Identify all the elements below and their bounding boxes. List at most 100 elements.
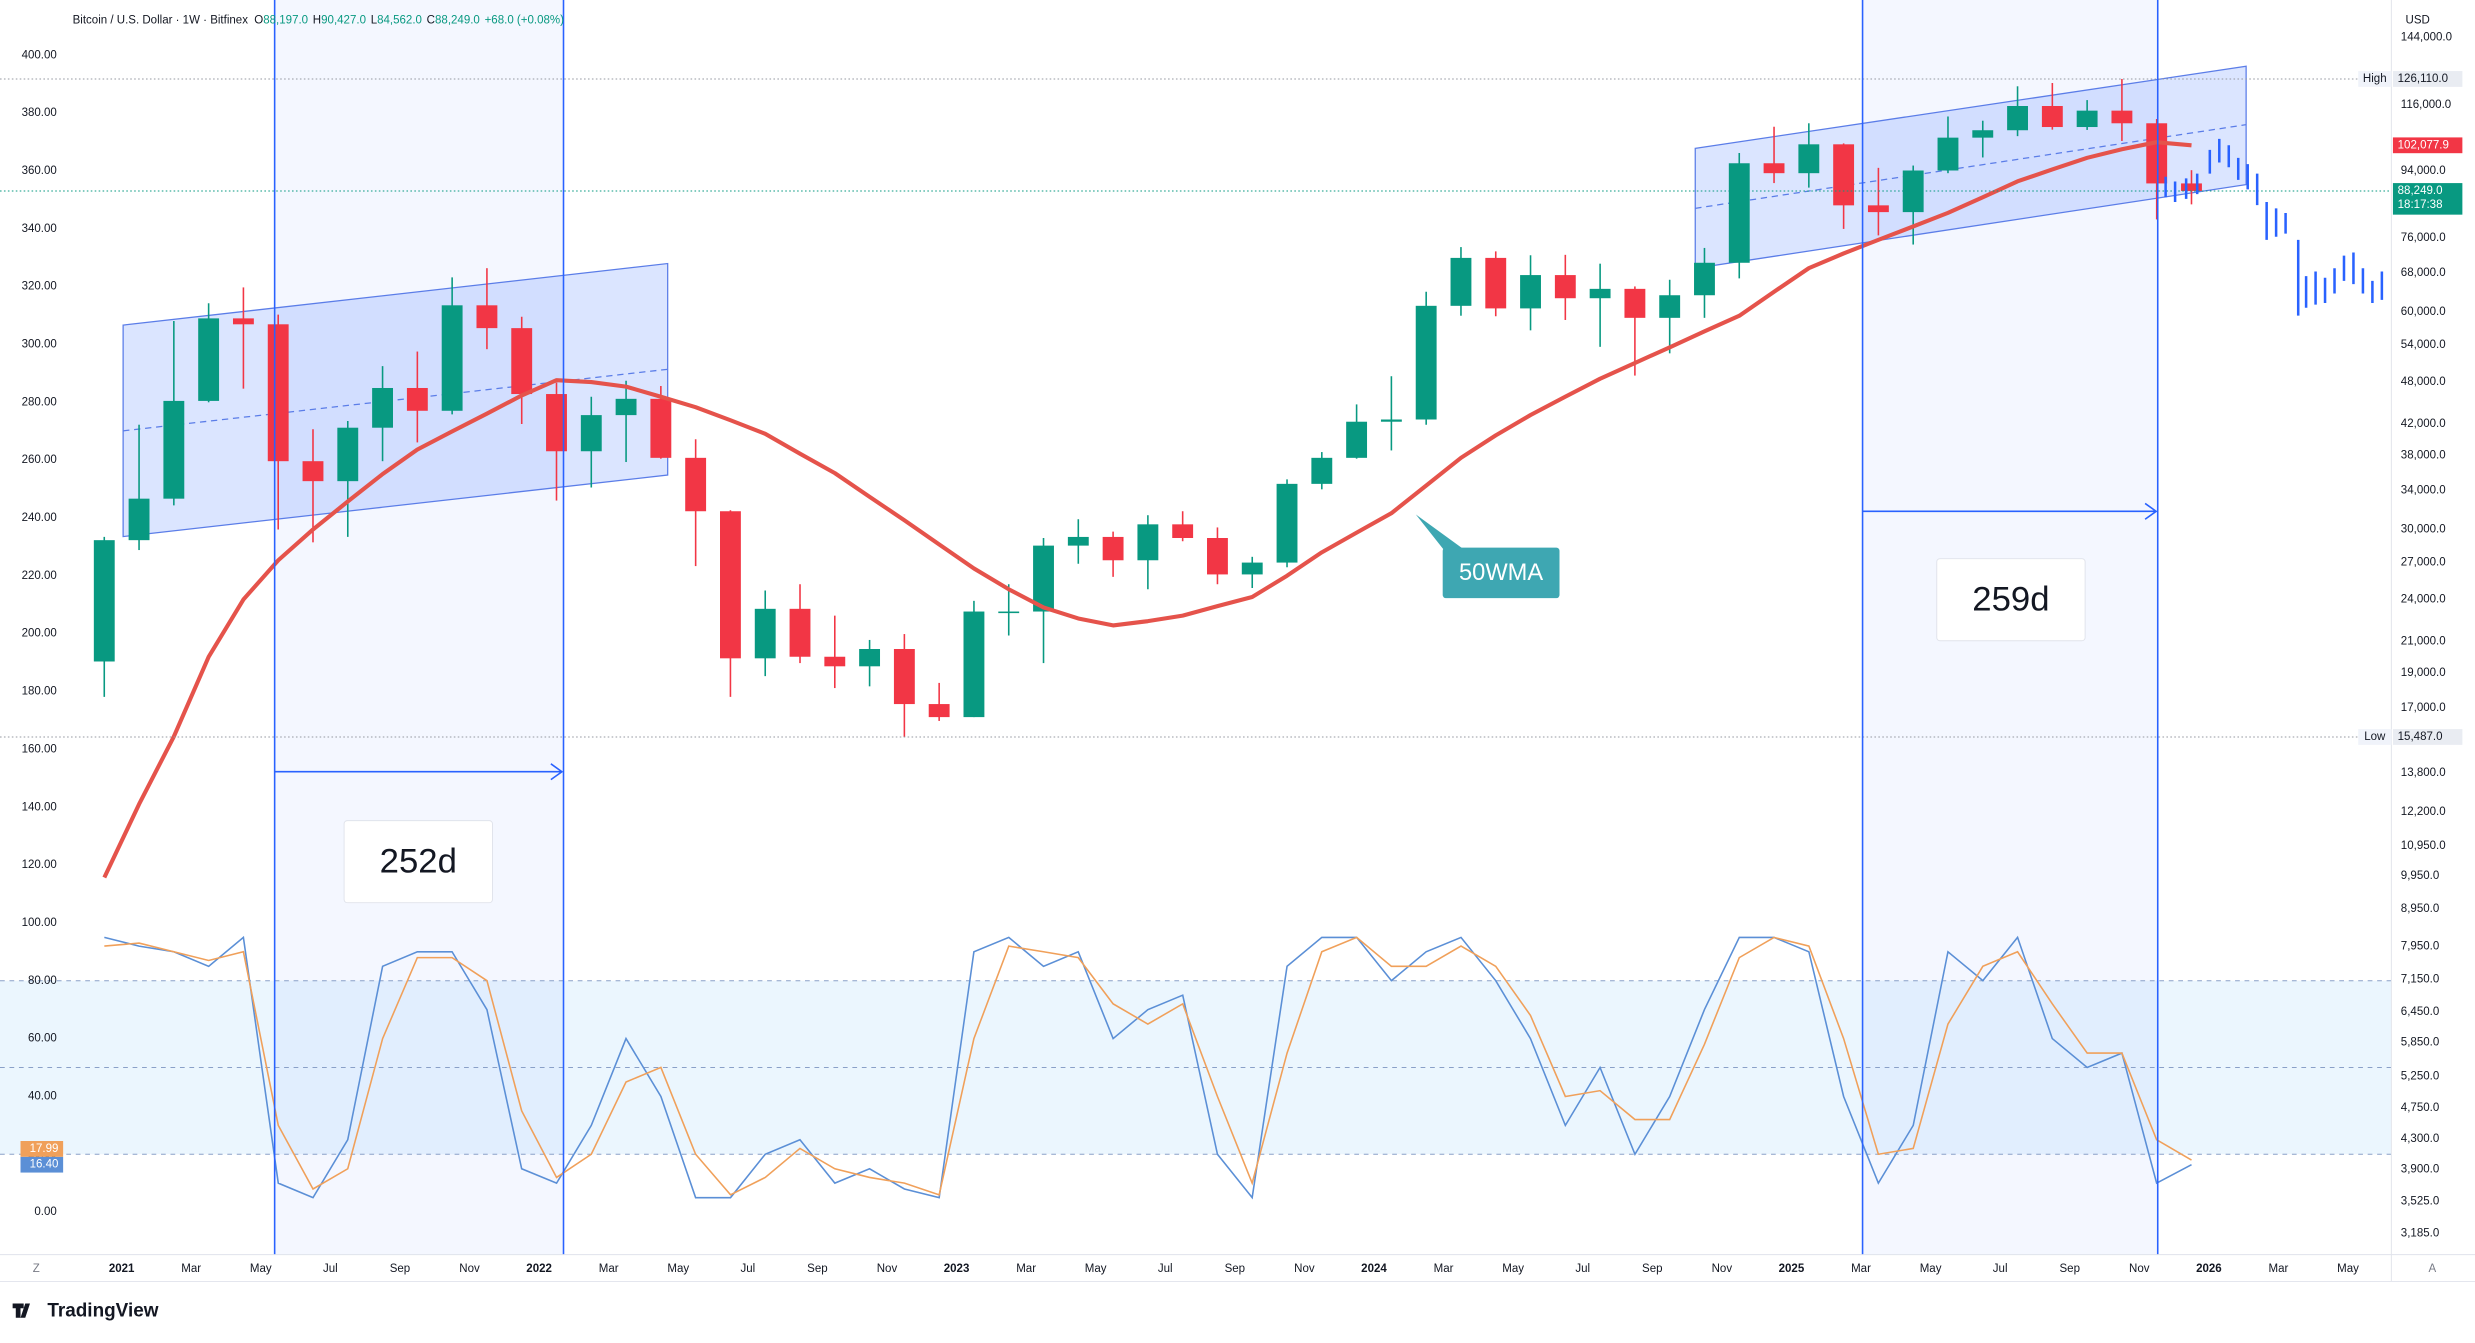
candle-body — [1728, 163, 1750, 263]
y-tick-label: 144,000.0 — [2401, 31, 2452, 43]
candle-body — [1172, 524, 1194, 539]
y-tick-label: 27,000.0 — [2401, 557, 2446, 569]
annotation-box: 259d — [1936, 558, 2086, 642]
ohlc-key: L — [371, 15, 378, 27]
x-tick-label: Sep — [1225, 1263, 1246, 1275]
x-tick-label: Sep — [1642, 1263, 1663, 1275]
y-tick-label: 60,000.0 — [2401, 306, 2446, 318]
candle-body — [232, 318, 254, 325]
ohlc-key: H — [313, 15, 321, 27]
y2-tick-label: 220.00 — [22, 570, 57, 582]
x-tick-label: Mar — [1851, 1263, 1871, 1275]
candle-body — [1554, 275, 1576, 299]
candle-body — [1694, 262, 1715, 296]
y2-tick-label: 300.00 — [22, 339, 57, 351]
y2-tick-label: 120.00 — [22, 859, 57, 871]
callout-label: 50WMA — [1459, 560, 1543, 586]
ohlc-value: 90,427.0 — [321, 15, 366, 27]
candle-body — [1589, 288, 1611, 299]
y2-tick-label: 260.00 — [22, 454, 57, 466]
y-tick-label: 5,250.0 — [2401, 1070, 2439, 1082]
candle-body — [1485, 257, 1507, 309]
oscillator-value-box — [20, 1156, 64, 1173]
annotation-label: 252d — [380, 842, 457, 880]
legend-header: Bitcoin / U.S. Dollar · 1W · Bitfinex O88… — [73, 15, 565, 27]
annotation-label: 259d — [1972, 580, 2049, 618]
y2-tick-label: 100.00 — [22, 917, 57, 929]
candle-body — [2076, 110, 2098, 128]
y2-tick-label: 60.00 — [28, 1033, 57, 1045]
candle-body — [998, 611, 1020, 614]
y-tick-label: 10,950.0 — [2401, 840, 2446, 852]
price-marker-tag — [2358, 71, 2392, 87]
price-marker-box — [2392, 71, 2463, 87]
y2-tick-label: 400.00 — [22, 49, 57, 61]
x-tick-label: 2026 — [2196, 1263, 2222, 1275]
y-tick-label: 3,185.0 — [2401, 1227, 2439, 1239]
range-highlight — [274, 0, 564, 1255]
candle-body — [1450, 257, 1472, 306]
candle-body — [128, 498, 150, 541]
y2-tick-label: 280.00 — [22, 396, 57, 408]
x-tick-label: 2022 — [526, 1263, 552, 1275]
x-tick-label: Mar — [1016, 1263, 1036, 1275]
y2-tick-label: 380.00 — [22, 107, 57, 119]
y2-tick-label: 200.00 — [22, 628, 57, 640]
x-tick-label: Nov — [1294, 1263, 1315, 1275]
candle-body — [1102, 536, 1124, 561]
candle-body — [2007, 105, 2028, 131]
y-tick-label: 76,000.0 — [2401, 232, 2446, 244]
y-tick-label: 17,000.0 — [2401, 702, 2446, 714]
y-tick-label: 34,000.0 — [2401, 484, 2446, 496]
x-tick-label: Sep — [390, 1263, 411, 1275]
x-tick-label: Mar — [181, 1263, 201, 1275]
price-marker-box — [2392, 183, 2463, 215]
ohlc-key: O — [254, 15, 263, 27]
candle-body — [372, 387, 394, 428]
candle-body — [685, 457, 707, 512]
x-tick-label: May — [1502, 1263, 1524, 1275]
candle-body — [719, 511, 741, 659]
y2-tick-label: 140.00 — [22, 801, 57, 813]
candle-body — [1276, 483, 1298, 563]
x-tick-label: May — [2337, 1263, 2359, 1275]
candle-body — [1520, 275, 1541, 309]
y-tick-label: 30,000.0 — [2401, 524, 2446, 536]
brand-label: TradingView — [47, 1300, 158, 1321]
y2-tick-label: 180.00 — [22, 686, 57, 698]
candle-body — [163, 400, 185, 499]
x-tick-label: 2023 — [944, 1263, 970, 1275]
change: +68.0 (+0.08%) — [485, 15, 565, 27]
price-marker-box — [2392, 137, 2463, 154]
symbol: Bitcoin / U.S. Dollar · 1W · Bitfinex — [73, 15, 249, 27]
candle-body — [1207, 538, 1228, 575]
candle-body — [302, 461, 324, 482]
price-marker-label: 15,487.0 — [2398, 731, 2443, 743]
x-tick-label: 2021 — [109, 1263, 135, 1275]
y-tick-label: 13,800.0 — [2401, 767, 2446, 779]
y-tick-label: 5,850.0 — [2401, 1037, 2439, 1049]
candle-body — [337, 427, 359, 482]
candle-body — [1833, 144, 1855, 206]
y-tick-label: 7,150.0 — [2401, 974, 2439, 986]
x-tick-label: Nov — [2129, 1263, 2150, 1275]
y-tick-label: 68,000.0 — [2401, 267, 2446, 279]
y-tick-label: 8,950.0 — [2401, 903, 2439, 915]
candle-body — [1624, 288, 1646, 318]
price-marker-name: High — [2363, 73, 2387, 85]
y-tick-label: 3,900.0 — [2401, 1164, 2439, 1176]
candle-body — [441, 305, 463, 411]
auto-scale-button[interactable]: A — [2429, 1263, 2437, 1275]
candle-body — [1867, 205, 1889, 213]
candle-body — [580, 415, 602, 452]
candle-body — [1346, 421, 1368, 458]
timezone-button[interactable]: Z — [33, 1263, 40, 1275]
candle-body — [789, 608, 811, 657]
candle-body — [2181, 183, 2202, 191]
channel — [1694, 65, 2247, 270]
oscillator-value-box — [20, 1141, 64, 1157]
x-tick-label: Jul — [323, 1263, 338, 1275]
y2-tick-label: 360.00 — [22, 165, 57, 177]
candle-body — [93, 540, 115, 662]
x-tick-label: Sep — [2059, 1263, 2080, 1275]
